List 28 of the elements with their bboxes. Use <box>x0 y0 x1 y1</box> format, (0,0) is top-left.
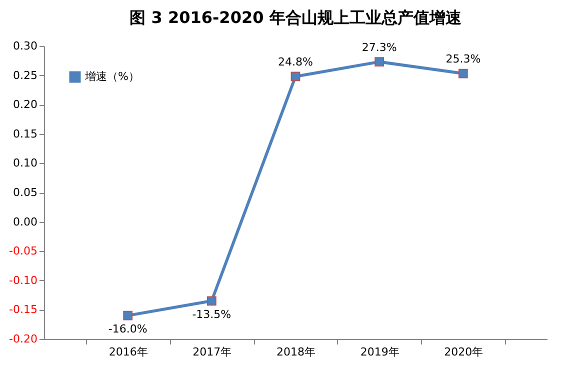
point <box>123 310 133 320</box>
x-tick-label: 2018年 <box>276 346 316 358</box>
y-tick-label: -0.15 <box>9 303 38 316</box>
data-label: 27.3% <box>362 40 397 54</box>
x-tick-label: 2020年 <box>444 346 484 358</box>
chart-title: 图 3 2016-2020 年合山规上工业总产值增速 <box>130 8 462 27</box>
y-tick-label: 0.20 <box>13 98 38 112</box>
y-tick-label: 0.15 <box>13 127 38 140</box>
data-label: -16.0% <box>108 322 148 336</box>
data-label: -13.5% <box>192 308 232 321</box>
point <box>290 72 300 82</box>
x-tick-label: 2017年 <box>192 346 232 358</box>
point <box>374 57 384 67</box>
x-tick-label: 2016年 <box>108 346 148 358</box>
y-tick-label: -0.10 <box>9 274 38 287</box>
y-tick-label: 0.00 <box>13 215 38 228</box>
data-label: 25.3% <box>446 52 481 66</box>
y-tick-label: 0.10 <box>13 156 38 170</box>
y-tick-label: 0.05 <box>13 186 38 199</box>
point <box>206 296 216 306</box>
data-label: 24.8% <box>278 55 313 68</box>
y-tick-label: 0.30 <box>13 40 38 52</box>
x-tick-label: 2019年 <box>360 346 400 358</box>
y-tick-label: -0.20 <box>9 332 38 346</box>
point <box>458 68 468 78</box>
y-tick-label: -0.05 <box>9 244 38 258</box>
legend-label: 增速（%） <box>84 70 140 83</box>
y-tick-label: 0.25 <box>13 68 38 82</box>
